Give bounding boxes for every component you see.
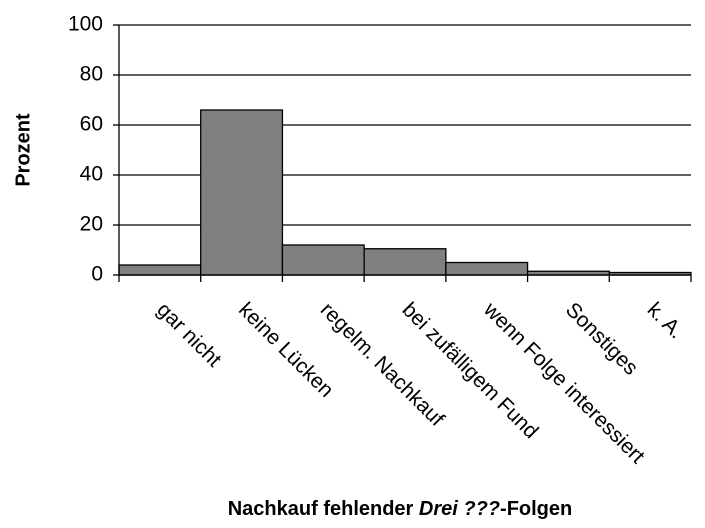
x-tick-label: wenn Folge interessiert xyxy=(479,297,650,468)
y-tick-label: 60 xyxy=(80,113,103,136)
x-axis-label-part: -Folgen xyxy=(500,498,572,520)
x-axis-label: Nachkauf fehlender Drei ???-Folgen xyxy=(228,498,573,520)
bar xyxy=(445,261,529,276)
x-tick-label: gar nicht xyxy=(152,298,225,371)
y-tick-label: 80 xyxy=(80,63,103,86)
x-tick-label: k. A. xyxy=(643,298,688,343)
bar xyxy=(281,244,365,276)
y-tick-label: 0 xyxy=(91,263,103,286)
y-tick-label: 40 xyxy=(80,163,103,186)
y-axis-label: Prozent xyxy=(12,113,34,187)
x-tick-label: Sonstiges xyxy=(561,298,642,379)
x-tick-label: bei zufälligem Fund xyxy=(398,298,543,443)
x-axis-label-part: Drei ??? xyxy=(419,498,500,520)
y-tick-label: 100 xyxy=(68,13,103,36)
bar xyxy=(363,248,447,276)
x-axis-label-part: Nachkauf fehlender xyxy=(228,498,419,520)
bar xyxy=(200,109,284,276)
y-tick-label: 20 xyxy=(80,213,103,236)
bar xyxy=(118,264,202,276)
